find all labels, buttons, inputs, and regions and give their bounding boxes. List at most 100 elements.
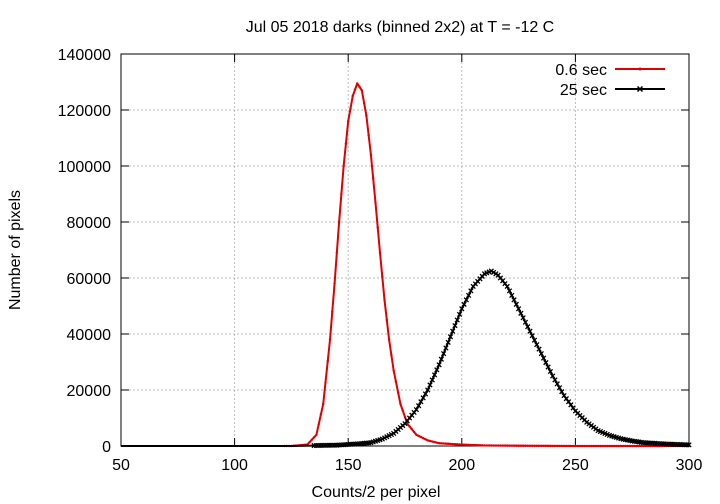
x-tick-label: 250 bbox=[562, 457, 589, 474]
data-point bbox=[378, 251, 382, 254]
data-point bbox=[385, 318, 389, 322]
data-point bbox=[506, 444, 509, 447]
data-point bbox=[381, 275, 384, 278]
data-point bbox=[508, 444, 511, 447]
data-point bbox=[394, 380, 398, 383]
data-point bbox=[562, 444, 566, 448]
plot-frame bbox=[120, 53, 690, 447]
data-point bbox=[503, 444, 507, 447]
data-point bbox=[603, 444, 607, 448]
data-point bbox=[310, 438, 314, 441]
data-point bbox=[549, 444, 552, 448]
data-point bbox=[550, 373, 556, 379]
data-point bbox=[496, 444, 500, 447]
data-point bbox=[554, 381, 560, 387]
data-point bbox=[437, 442, 441, 445]
data-point bbox=[319, 413, 323, 416]
x-tick-label: 300 bbox=[676, 457, 703, 474]
data-point bbox=[565, 444, 568, 448]
data-point bbox=[571, 444, 575, 448]
data-point bbox=[483, 444, 486, 447]
data-point bbox=[545, 364, 551, 370]
legend-marker bbox=[636, 85, 644, 93]
data-point bbox=[606, 444, 609, 448]
x-tick-label: 200 bbox=[448, 457, 475, 474]
data-point bbox=[452, 322, 458, 329]
data-point bbox=[342, 164, 345, 168]
data-point bbox=[585, 444, 588, 448]
data-point bbox=[469, 443, 473, 447]
data-point bbox=[396, 391, 400, 394]
y-tick-label: 140000 bbox=[58, 47, 111, 64]
data-point bbox=[374, 201, 377, 204]
data-point bbox=[510, 444, 513, 447]
data-point bbox=[335, 251, 339, 254]
data-point bbox=[376, 226, 379, 229]
data-point bbox=[686, 442, 692, 448]
data-point bbox=[383, 299, 386, 302]
data-point bbox=[642, 444, 645, 448]
y-ticks: 0 20000 40000 60000 80000 100000 120000 140000 bbox=[58, 47, 689, 456]
data-point bbox=[540, 355, 547, 361]
y-tick-label: 100000 bbox=[58, 159, 111, 176]
data-point bbox=[587, 444, 591, 448]
data-point bbox=[481, 444, 484, 447]
data-point bbox=[504, 283, 510, 290]
y-tick-label: 40000 bbox=[67, 327, 112, 344]
data-point bbox=[459, 306, 465, 312]
data-point bbox=[356, 82, 359, 85]
data-point bbox=[518, 310, 524, 316]
data-point bbox=[525, 324, 531, 330]
data-point bbox=[434, 367, 440, 373]
data-point bbox=[424, 438, 427, 441]
data-point bbox=[515, 306, 522, 312]
data-point bbox=[612, 444, 616, 448]
data-point bbox=[453, 442, 457, 446]
data-point bbox=[640, 444, 643, 448]
data-point bbox=[315, 433, 318, 436]
data-point bbox=[520, 315, 526, 321]
data-point bbox=[547, 368, 554, 375]
legend-label: 0.6 sec bbox=[555, 62, 607, 79]
data-point bbox=[578, 444, 582, 448]
data-point bbox=[631, 444, 634, 448]
data-point bbox=[403, 415, 407, 419]
x-tick-label: 150 bbox=[335, 457, 362, 474]
data-point bbox=[487, 444, 491, 447]
data-point bbox=[408, 425, 411, 428]
data-point bbox=[596, 444, 600, 448]
data-point bbox=[360, 89, 364, 92]
data-point bbox=[501, 444, 504, 447]
data-point bbox=[347, 120, 350, 123]
data-point bbox=[590, 444, 593, 448]
y-tick-label: 20000 bbox=[67, 383, 112, 400]
data-point bbox=[574, 444, 577, 448]
data-point bbox=[576, 444, 579, 448]
data-point bbox=[351, 94, 354, 98]
data-point bbox=[412, 430, 416, 434]
data-point bbox=[422, 391, 429, 397]
data-point bbox=[556, 385, 563, 391]
data-point bbox=[444, 442, 448, 445]
data-point bbox=[583, 444, 586, 448]
data-point bbox=[418, 399, 424, 405]
data-point bbox=[537, 444, 541, 448]
data-point bbox=[515, 444, 518, 447]
data-point bbox=[538, 350, 544, 357]
data-point bbox=[450, 328, 456, 334]
data-point bbox=[425, 387, 431, 393]
data-point bbox=[462, 443, 466, 446]
data-point bbox=[524, 444, 527, 447]
y-tick-label: 80000 bbox=[67, 215, 112, 232]
legend-marker bbox=[638, 67, 642, 71]
data-point bbox=[511, 297, 517, 303]
data-point bbox=[449, 442, 452, 446]
data-point bbox=[387, 338, 391, 341]
data-point bbox=[535, 444, 538, 448]
data-point bbox=[436, 362, 442, 368]
data-point bbox=[390, 353, 393, 357]
data-point bbox=[528, 444, 532, 447]
data-point bbox=[509, 292, 515, 299]
data-point bbox=[312, 436, 316, 439]
data-point bbox=[569, 444, 573, 448]
